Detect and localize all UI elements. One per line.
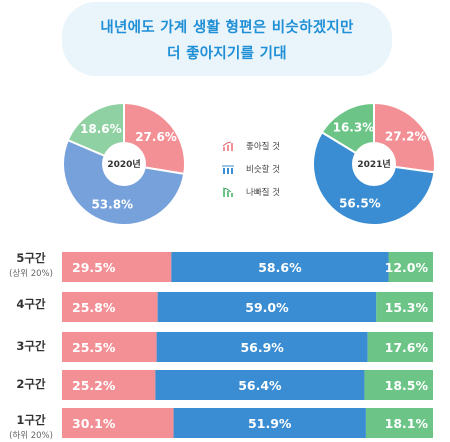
bar-segment bbox=[62, 370, 156, 400]
legend-label-same: 비슷할 것 bbox=[246, 165, 280, 175]
bar-value-label: 29.5% bbox=[72, 260, 116, 275]
bar-value-label: 12.0% bbox=[385, 260, 429, 275]
row-label-sub: (하위 20%) bbox=[9, 431, 53, 441]
pie-chart-2020년: 27.6% 53.8% 18.6% 2020년 bbox=[62, 101, 186, 226]
bar-segment bbox=[173, 408, 366, 438]
bar-value-label: 18.1% bbox=[385, 416, 429, 431]
pie-center-label: 2020년 bbox=[107, 158, 140, 170]
bar-value-label: 25.8% bbox=[72, 300, 116, 315]
bar-segment bbox=[62, 252, 172, 282]
bar-row: 30.1% 51.9% 18.1% bbox=[62, 408, 433, 438]
bar-row: 29.5% 58.6% 12.0% bbox=[62, 252, 433, 282]
bar-row: 25.5% 56.9% 17.6% bbox=[62, 332, 433, 362]
bar-value-label: 58.6% bbox=[258, 260, 302, 275]
pie-center-label: 2021년 bbox=[357, 158, 390, 170]
bar-segment bbox=[62, 292, 158, 322]
row-label-2: 2구간 bbox=[0, 376, 62, 392]
bar-segment bbox=[364, 370, 433, 400]
row-label-main: 5구간 bbox=[16, 251, 46, 265]
bar-value-label: 30.1% bbox=[72, 416, 116, 431]
bar-segment bbox=[376, 292, 433, 322]
pie-chart-2021년: 27.2% 56.5% 16.3% 2021년 bbox=[312, 101, 436, 226]
row-label-5: 5구간 (상위 20%) bbox=[0, 250, 62, 279]
bar-value-label: 17.6% bbox=[385, 340, 429, 355]
bar-segment bbox=[62, 332, 157, 362]
pie-value-label: 27.6% bbox=[135, 130, 177, 144]
bar-value-label: 15.3% bbox=[385, 300, 429, 315]
pie-value-label: 18.6% bbox=[80, 122, 122, 136]
bar-segment bbox=[157, 292, 377, 322]
bar-segment bbox=[171, 252, 389, 282]
pie-value-label: 53.8% bbox=[91, 197, 133, 211]
pie-value-label: 16.3% bbox=[333, 120, 375, 134]
legend-item-worse: 나빠질 것 bbox=[222, 186, 280, 198]
row-label-main: 4구간 bbox=[16, 297, 46, 311]
bar-value-label: 56.4% bbox=[238, 378, 282, 393]
steady-bars-icon bbox=[222, 165, 234, 174]
row-label-main: 2구간 bbox=[16, 377, 46, 391]
legend-item-better: 좋아질 것 bbox=[222, 140, 280, 152]
bar-segment bbox=[388, 252, 433, 282]
bar-value-label: 25.5% bbox=[72, 340, 116, 355]
legend-label-better: 좋아질 것 bbox=[246, 142, 280, 152]
pie-center-hole bbox=[102, 142, 146, 186]
row-label-main: 1구간 bbox=[16, 413, 46, 427]
bar-segment bbox=[367, 332, 433, 362]
legend-item-same: 비슷할 것 bbox=[222, 163, 280, 175]
bar-value-label: 56.9% bbox=[240, 340, 284, 355]
row-label-4: 4구간 bbox=[0, 296, 62, 312]
title-line-1: 내년에도 가계 생활 형편은 비슷하겠지만 bbox=[100, 20, 354, 36]
row-label-1: 1구간 (하위 20%) bbox=[0, 412, 62, 441]
pie-center-hole bbox=[352, 142, 396, 186]
bar-segment bbox=[365, 408, 433, 438]
bar-value-label: 18.5% bbox=[385, 378, 429, 393]
bar-row: 25.2% 56.4% 18.5% bbox=[62, 370, 433, 400]
bar-segment bbox=[156, 332, 368, 362]
bar-value-label: 25.2% bbox=[72, 378, 116, 393]
row-label-sub: (상위 20%) bbox=[9, 269, 53, 279]
pie-value-label: 56.5% bbox=[339, 197, 381, 211]
row-label-main: 3구간 bbox=[16, 339, 46, 353]
bar-value-label: 59.0% bbox=[245, 300, 289, 315]
bar-value-label: 51.9% bbox=[248, 416, 292, 431]
legend-label-worse: 나빠질 것 bbox=[246, 188, 280, 198]
pie-value-label: 27.2% bbox=[385, 129, 427, 143]
trend-up-icon bbox=[222, 141, 233, 151]
bar-segment bbox=[155, 370, 365, 400]
bar-segment bbox=[62, 408, 174, 438]
title-banner: 내년에도 가계 생활 형편은 비슷하겠지만 더 좋아지기를 기대 bbox=[62, 2, 392, 76]
row-label-3: 3구간 bbox=[0, 338, 62, 354]
trend-down-icon bbox=[222, 187, 233, 197]
bar-row: 25.8% 59.0% 15.3% bbox=[62, 292, 433, 322]
title-line-2: 더 좋아지기를 기대 bbox=[167, 46, 287, 62]
